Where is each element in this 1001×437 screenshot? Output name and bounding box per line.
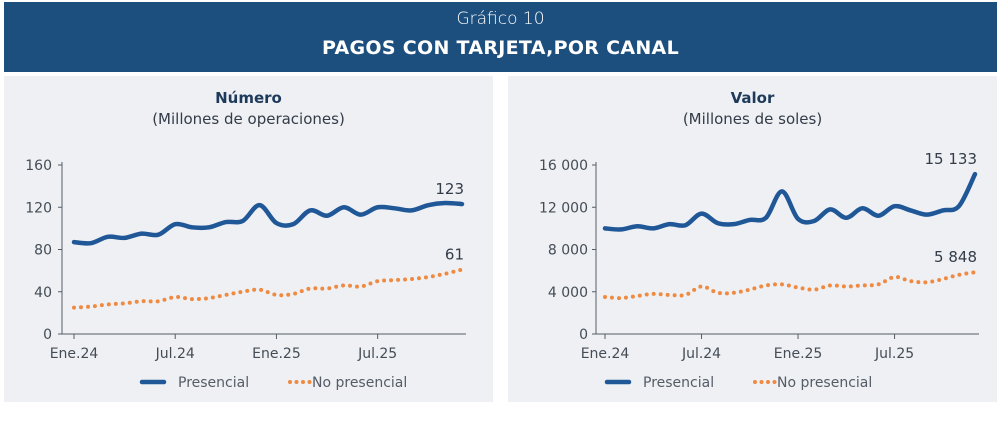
chart-main-title: PAGOS CON TARJETA,POR CANAL: [322, 37, 679, 59]
legend: Presencial No presencial: [604, 375, 872, 391]
chart-numero: 0 40 80 120 160 Ene.24 Jul.24 Ene.25 Jul.25 123 61…: [25, 158, 466, 391]
series-line-presencial: [71, 200, 465, 246]
panel-subtitle: (Millones de soles): [682, 110, 823, 128]
legend-label-presencial: Presencial: [643, 375, 714, 391]
x-tick-label: Ene.25: [774, 346, 823, 362]
data-label: 15 133: [925, 150, 978, 168]
x-tick-label: Jul.25: [874, 346, 914, 362]
y-tick-label: 12 000: [539, 200, 588, 216]
x-tick-label: Jul.24: [155, 346, 195, 362]
chart-valor: 0 4 000 8 000 12 000 16 000 Ene.24 Jul.24 Ene.2…: [539, 150, 979, 391]
x-tick-label: Ene.24: [581, 346, 630, 362]
panel-subtitle: (Millones de operaciones): [152, 110, 345, 128]
series-line-no-presencial: [72, 267, 464, 310]
chart-header: Gráfico 10 PAGOS CON TARJETA,POR CANAL: [4, 2, 997, 72]
data-label: 123: [435, 180, 464, 198]
y-tick-label: 0: [579, 327, 588, 343]
data-label: 61: [445, 246, 464, 264]
legend-label-no-presencial: No presencial: [777, 375, 872, 391]
x-tick-label: Ene.25: [252, 346, 301, 362]
y-tick-label: 160: [25, 158, 52, 174]
y-tick-label: 120: [25, 200, 52, 216]
y-tick-label: 4 000: [548, 285, 588, 301]
y-tick-label: 0: [43, 327, 52, 343]
series-line-presencial: [602, 171, 978, 232]
y-tick-label: 40: [34, 285, 52, 301]
chart-panel-valor: Valor (Millones de soles) 0 4 000 8 000 12 …: [508, 76, 997, 402]
legend-label-presencial: Presencial: [178, 375, 249, 391]
y-tick-label: 8 000: [548, 243, 588, 259]
x-tick-label: Jul.25: [357, 346, 397, 362]
legend: Presencial No presencial: [139, 375, 407, 391]
y-tick-label: 80: [34, 243, 52, 259]
series-line-no-presencial: [603, 270, 977, 301]
data-label: 5 848: [934, 248, 977, 266]
chart-panel-numero: Número (Millones de operaciones) 0 40 80 12…: [4, 76, 493, 402]
panel-title: Número: [215, 89, 282, 107]
y-tick-label: 16 000: [539, 158, 588, 174]
chart-supertitle: Gráfico 10: [456, 9, 545, 29]
x-tick-label: Jul.24: [681, 346, 721, 362]
x-tick-label: Ene.24: [50, 346, 99, 362]
panel-title: Valor: [730, 89, 775, 107]
legend-label-no-presencial: No presencial: [312, 375, 407, 391]
